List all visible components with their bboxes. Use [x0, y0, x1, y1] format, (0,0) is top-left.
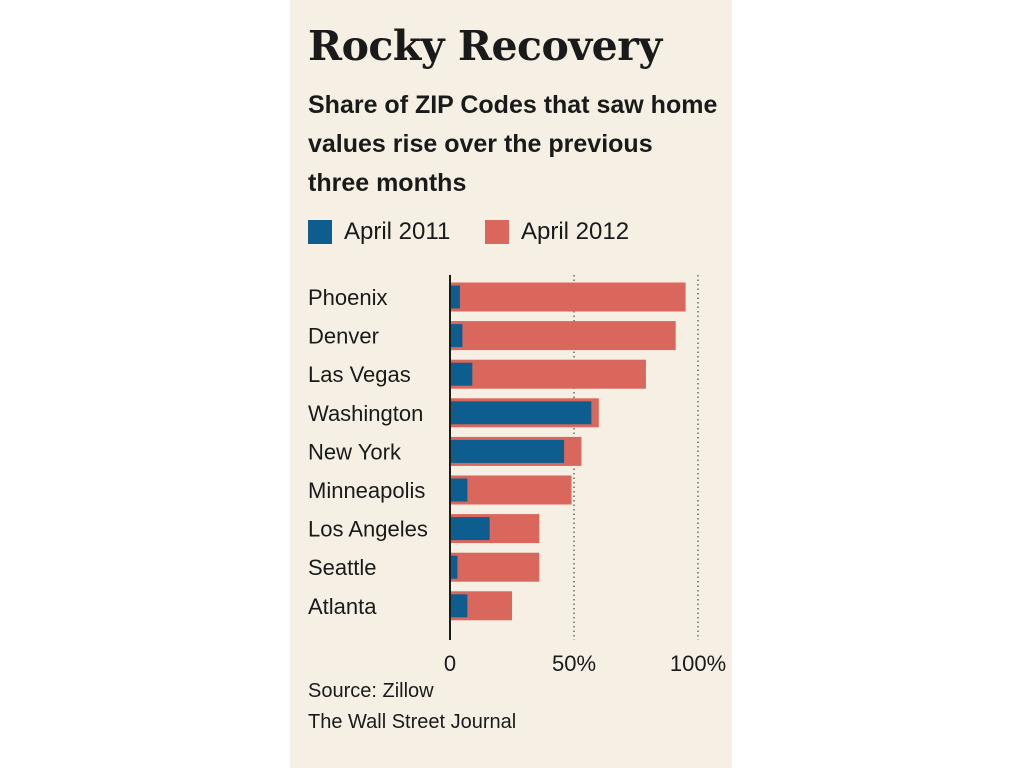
- bar-april-2011-seattle: [450, 555, 458, 579]
- bar-april-2012-phoenix: [450, 282, 686, 312]
- bar-april-2011-minneapolis: [450, 478, 468, 502]
- category-label-las-vegas: Las Vegas: [308, 362, 411, 387]
- legend-label-april-2011: April 2011: [344, 218, 451, 245]
- chart-panel: Rocky Recovery Share of ZIP Codes that s…: [290, 0, 732, 768]
- legend-item-april-2012: April 2012: [485, 218, 629, 246]
- category-label-minneapolis: Minneapolis: [308, 478, 425, 503]
- source-note: Source: Zillow: [308, 680, 434, 702]
- legend-label-april-2012: April 2012: [521, 218, 630, 245]
- bar-april-2011-phoenix: [450, 285, 460, 309]
- legend-swatch-april-2012: [485, 220, 509, 244]
- bar-april-2011-washington: [450, 401, 592, 425]
- legend-swatch-april-2011: [308, 220, 332, 244]
- bar-april-2012-las-vegas: [450, 359, 646, 389]
- bar-chart: Phoenix Denver Las Vegas Washington New York…: [308, 275, 726, 676]
- bar-april-2011-los-angeles: [450, 517, 490, 541]
- legend-item-april-2011: April 2011: [308, 218, 450, 246]
- bar-april-2011-denver: [450, 324, 463, 348]
- bar-april-2011-las-vegas: [450, 362, 473, 386]
- category-label-washington: Washington: [308, 401, 423, 426]
- publication-credit: The Wall Street Journal: [308, 711, 517, 733]
- tick-label-100: 100%: [670, 651, 726, 676]
- category-label-los-angeles: Los Angeles: [308, 517, 428, 542]
- tick-label-50: 50%: [552, 651, 596, 676]
- chart-subtitle: Share of ZIP Codes that saw home values …: [308, 91, 718, 197]
- category-label-new-york: New York: [308, 439, 402, 464]
- bar-april-2011-atlanta: [450, 594, 468, 618]
- bar-april-2012-minneapolis: [450, 475, 572, 505]
- category-label-phoenix: Phoenix: [308, 285, 388, 310]
- category-label-seattle: Seattle: [308, 555, 377, 580]
- tick-label-0: 0: [444, 651, 456, 676]
- bar-april-2012-seattle: [450, 552, 540, 582]
- chart-title: Rocky Recovery: [308, 22, 662, 70]
- category-label-denver: Denver: [308, 324, 379, 349]
- bar-april-2011-new-york: [450, 439, 565, 463]
- bar-april-2012-denver: [450, 321, 676, 351]
- category-label-atlanta: Atlanta: [308, 594, 377, 619]
